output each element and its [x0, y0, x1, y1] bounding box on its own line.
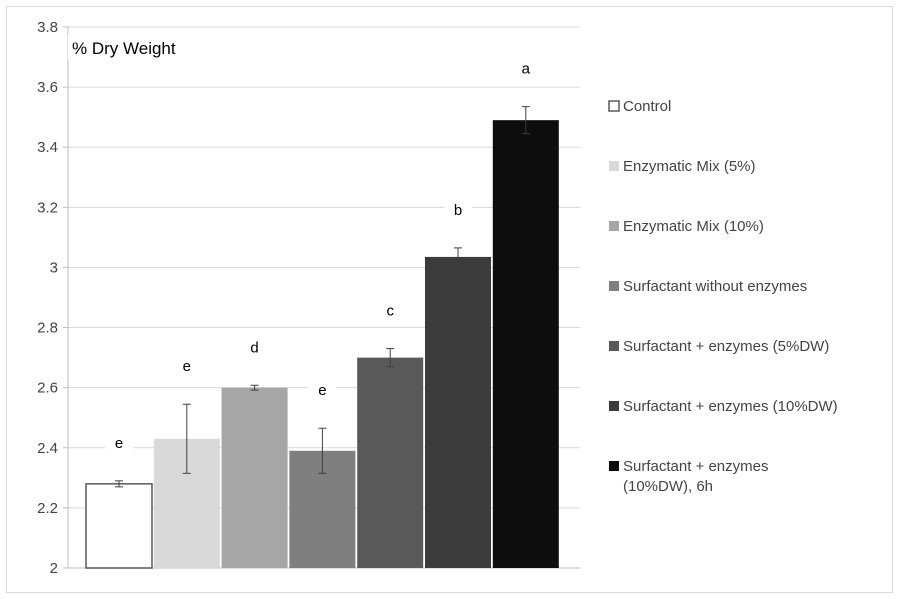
letter-background: [511, 58, 540, 77]
legend-swatch: [609, 341, 619, 351]
legend-swatch: [609, 281, 619, 291]
legend-label-line: Control: [623, 98, 671, 115]
legend-label-line: Surfactant + enzymes: [623, 458, 769, 475]
bar: [492, 120, 559, 568]
letter-background: [308, 380, 337, 399]
legend-label-line: Enzymatic Mix (5%): [623, 158, 756, 175]
y-tick-label: 2.4: [37, 440, 58, 457]
y-tick-label: 3.2: [37, 199, 58, 216]
letter-background: [240, 337, 269, 356]
bar: [425, 256, 491, 568]
significance-letter: e: [183, 358, 191, 375]
legend-swatch: [608, 100, 620, 112]
significance-letter: a: [522, 61, 531, 78]
y-label-background: [68, 34, 208, 60]
bar: [221, 387, 288, 568]
y-tick-label: 2: [50, 560, 58, 577]
y-tick-label: 2.8: [37, 320, 58, 337]
legend-label-line: Enzymatic Mix (10%): [623, 218, 764, 235]
legend-label: Surfactant + enzymes (10%DW): [623, 398, 838, 415]
significance-letter: e: [115, 435, 123, 452]
legend-label-line: Surfactant + enzymes (5%DW): [623, 338, 829, 355]
legend-label: Control: [623, 98, 671, 115]
legend-label: Surfactant + enzymes (10%DW), 6h: [623, 458, 769, 495]
significance-letter: c: [386, 303, 394, 320]
legend-label: Surfactant + enzymes (5%DW): [623, 338, 829, 355]
letter-background: [376, 300, 405, 319]
legend-label: Enzymatic Mix (10%): [623, 218, 764, 235]
bars: [85, 120, 559, 569]
legend-swatch: [609, 401, 619, 411]
y-tick-label: 3.4: [37, 139, 58, 156]
letter-background: [105, 432, 133, 451]
y-axis-label: % Dry Weight: [72, 39, 176, 58]
legend-label-line: (10%DW), 6h: [623, 478, 713, 495]
significance-letter: d: [250, 339, 258, 356]
letter-background: [444, 199, 472, 218]
error-bars: [115, 106, 530, 488]
legend-label: Enzymatic Mix (5%): [623, 158, 756, 175]
letter-background: [172, 356, 201, 375]
bar: [85, 483, 153, 569]
y-axis-ticks: 2 2.2 2.4 2.6 2.8 3 3.2 3.4 3.6 3.8: [37, 19, 68, 577]
legend-swatch: [609, 461, 619, 471]
y-tick-label: 3.8: [37, 19, 58, 36]
bar: [357, 357, 424, 568]
significance-letter: b: [454, 202, 462, 219]
legend: Control Enzymatic Mix (5%) Enzymatic Mix (…: [608, 98, 838, 495]
y-tick-label: 2.2: [37, 500, 58, 517]
y-tick-label: 3.6: [37, 79, 58, 96]
significance-letters: e e d e c b a: [105, 58, 540, 452]
legend-label: Surfactant without enzymes: [623, 278, 807, 295]
legend-label-line: Surfactant without enzymes: [623, 278, 807, 295]
y-tick-label: 2.6: [37, 380, 58, 397]
legend-swatch: [609, 221, 619, 231]
legend-label-line: Surfactant + enzymes (10%DW): [623, 398, 838, 415]
y-tick-label: 3: [50, 259, 58, 276]
legend-swatch: [609, 161, 619, 171]
significance-letter: e: [318, 382, 326, 399]
